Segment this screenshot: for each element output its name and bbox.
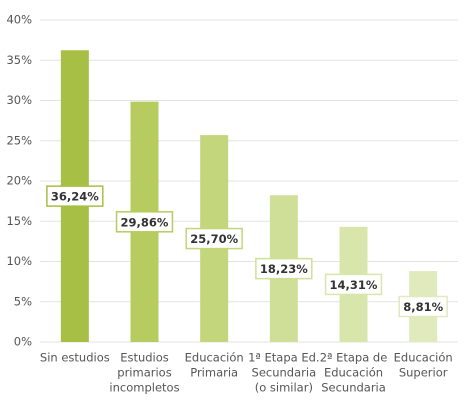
value-label-box <box>185 227 243 250</box>
x-tick-label: Secundaria <box>252 366 317 380</box>
x-tick-label: Superior <box>399 366 448 380</box>
x-tick-label: primarios <box>117 366 171 380</box>
x-tick-label: Secundaria <box>321 381 386 395</box>
value-label: 14,31% <box>330 278 378 292</box>
value-label-box <box>398 295 448 318</box>
y-tick-label: 0% <box>14 335 32 349</box>
y-tick-label: 40% <box>6 13 32 27</box>
value-label-box <box>115 211 174 233</box>
value-label-box <box>46 185 104 207</box>
x-tick-label: Estudios <box>120 351 169 365</box>
x-tick-label: (o similar) <box>255 381 313 395</box>
x-tick-label: Sin estudios <box>40 351 110 365</box>
x-tick-label: 2ª Etapa de <box>320 351 388 365</box>
value-label: 29,86% <box>121 215 169 229</box>
value-label: 36,24% <box>51 190 99 204</box>
y-tick-label: 10% <box>6 254 32 268</box>
x-tick-label: incompletos <box>109 381 179 395</box>
y-tick-label: 15% <box>6 214 32 228</box>
x-tick-label: Educación <box>185 351 244 365</box>
y-tick-label: 35% <box>6 53 32 67</box>
x-tick-label: Primaria <box>190 366 238 380</box>
x-tick-label: Educación <box>394 351 453 365</box>
value-label: 18,23% <box>260 262 308 276</box>
y-tick-label: 25% <box>6 133 32 147</box>
y-tick-label: 20% <box>6 174 32 188</box>
value-label-box <box>324 273 383 296</box>
value-label-box <box>255 257 313 280</box>
value-label: 25,70% <box>190 232 238 246</box>
y-tick-label: 30% <box>6 93 32 107</box>
value-label: 8,81% <box>403 300 443 314</box>
x-tick-label: Educación <box>324 366 383 380</box>
y-tick-label: 5% <box>14 294 32 308</box>
x-tick-label: 1ª Etapa Ed. <box>248 351 319 365</box>
